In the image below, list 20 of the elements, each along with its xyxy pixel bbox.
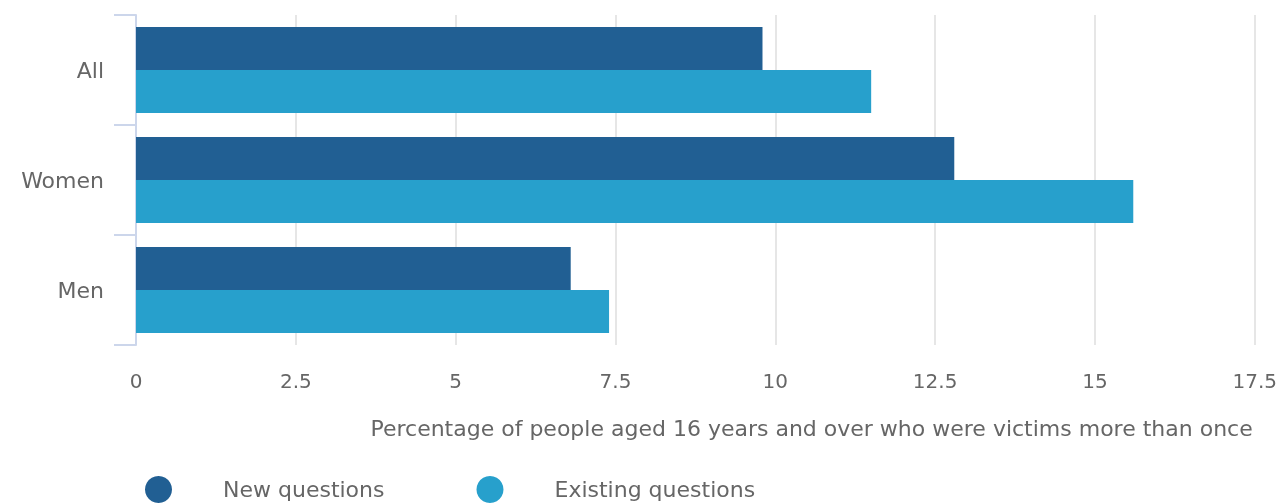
y-tick-label: All	[76, 57, 104, 83]
y-tick-label: Men	[57, 277, 104, 303]
bar	[136, 27, 763, 70]
x-tick-label: 17.5	[1232, 369, 1277, 393]
legend-label: Existing questions	[554, 477, 756, 502]
x-tick-label: 10	[762, 369, 788, 393]
x-tick-label: 15	[1082, 369, 1108, 393]
bar	[136, 70, 872, 113]
bar	[136, 137, 955, 180]
x-tick-label: 5	[449, 369, 463, 393]
y-tick-label: Women	[21, 167, 104, 193]
x-tick-label: 2.5	[279, 369, 312, 393]
x-axis-title: Percentage of people aged 16 years and over who were victims more than once	[370, 415, 1253, 441]
x-tick-label: 0	[129, 369, 143, 393]
bar	[136, 290, 610, 333]
x-tick-label: 12.5	[912, 369, 958, 393]
bar	[136, 180, 1134, 223]
legend-label: New questions	[223, 477, 385, 502]
bar	[136, 247, 571, 290]
x-tick-label: 7.5	[599, 369, 632, 393]
